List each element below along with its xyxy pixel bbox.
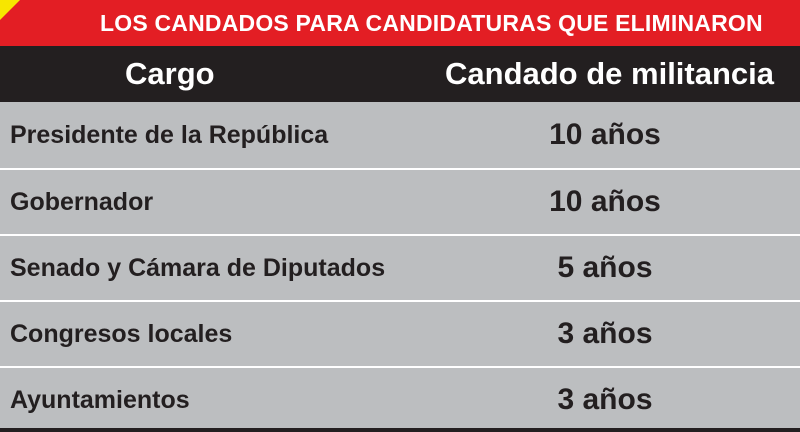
cell-cargo: Senado y Cámara de Diputados — [10, 253, 386, 282]
table-body: Presidente de la República 10 años Gober… — [0, 102, 800, 432]
bottom-rule — [0, 428, 800, 432]
table-row: Ayuntamientos 3 años — [0, 366, 800, 432]
cell-candado: 10 años — [549, 185, 661, 218]
title-bar: LOS CANDADOS PARA CANDIDATURAS QUE ELIMI… — [0, 0, 800, 46]
column-header-candado: Candado de militancia — [445, 56, 775, 91]
cell-candado: 5 años — [557, 251, 653, 284]
table-row: Presidente de la República 10 años — [0, 102, 800, 168]
cell-candado: 10 años — [549, 118, 661, 151]
table-header: Cargo Candado de militancia — [0, 46, 800, 102]
cell-candado: 3 años — [557, 317, 653, 350]
cell-cargo: Presidente de la República — [10, 120, 329, 149]
corner-triangle-icon — [0, 0, 20, 20]
cell-cargo: Ayuntamientos — [10, 385, 190, 414]
table-row: Gobernador 10 años — [0, 168, 800, 234]
table-row: Senado y Cámara de Diputados 5 años — [0, 234, 800, 300]
cell-cargo: Gobernador — [10, 187, 154, 216]
cell-candado: 3 años — [557, 383, 653, 416]
table-title: LOS CANDADOS PARA CANDIDATURAS QUE ELIMI… — [100, 10, 763, 36]
cell-cargo: Congresos locales — [10, 319, 233, 348]
column-header-cargo: Cargo — [125, 56, 215, 91]
table-row: Congresos locales 3 años — [0, 300, 800, 366]
